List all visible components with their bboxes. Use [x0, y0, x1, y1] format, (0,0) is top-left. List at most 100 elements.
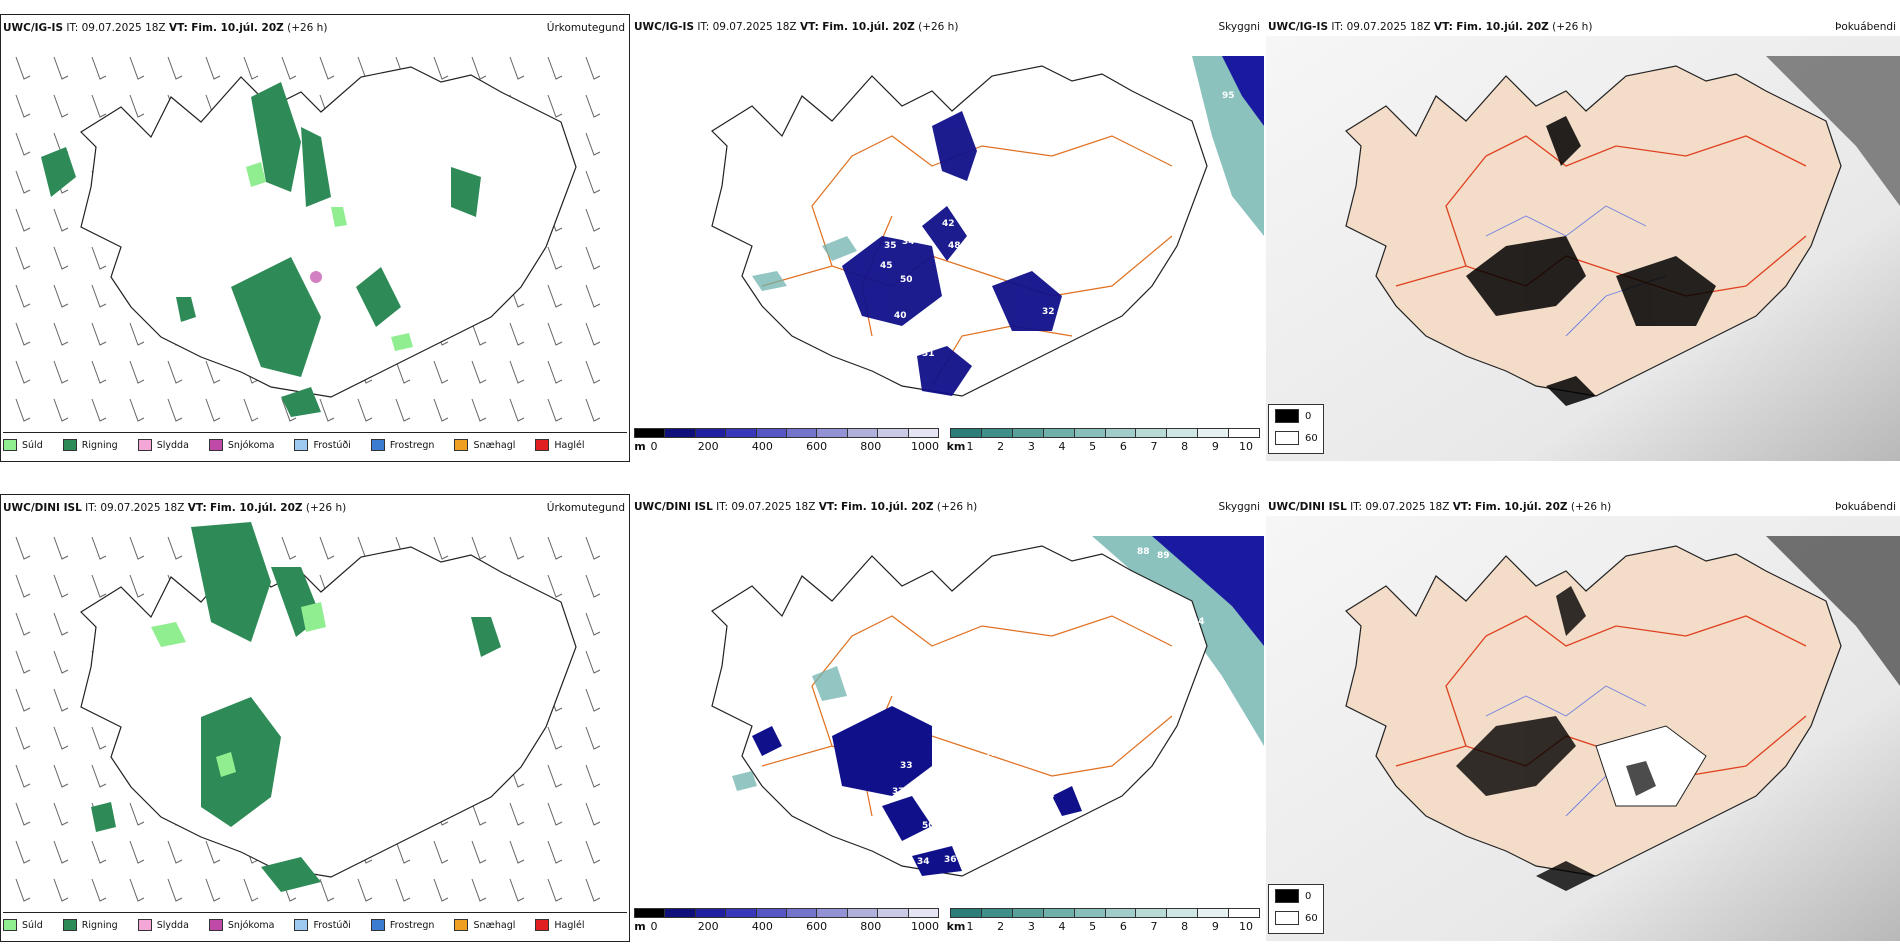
lead-time: (+26 h)	[1552, 21, 1593, 33]
colorbar-tick: 0	[650, 440, 658, 453]
legend-item: Snjókoma	[208, 439, 274, 451]
wind-barb	[547, 246, 563, 270]
panel-header: UWC/IG-IS IT: 09.07.2025 18Z VT: Fim. 10…	[1268, 20, 1896, 34]
colorbar-segment	[1229, 429, 1260, 437]
wind-barb	[509, 398, 525, 422]
it-label: IT:	[716, 501, 729, 513]
wind-barb	[205, 360, 221, 384]
cloud-base-value: 83	[1010, 267, 1023, 277]
colorbar-segment	[1074, 429, 1106, 437]
colorbar-unit: m	[634, 920, 646, 933]
wind-barb	[91, 536, 107, 560]
wind-barb	[547, 360, 563, 384]
colorbar-tick: 0	[650, 920, 658, 933]
wind-barb	[509, 840, 525, 864]
colorbar-segment	[726, 429, 757, 437]
vt-value: Fim. 10.júl. 20Z	[1475, 501, 1568, 513]
it-value: 09.07.2025 18Z	[81, 22, 166, 34]
fog-key-row: 60	[1269, 907, 1323, 929]
legend-label: Súld	[22, 439, 43, 451]
cloud-base-value: 72	[1017, 249, 1030, 259]
cloud-base-value: 36	[944, 855, 957, 865]
colorbar-tick: 3	[1027, 920, 1035, 933]
wind-barb	[15, 398, 31, 422]
colorbar-segment	[756, 429, 788, 437]
wind-barb	[129, 322, 145, 346]
fog-key-label: 60	[1305, 912, 1318, 924]
cloud-base-value: 95	[1222, 91, 1235, 101]
colorbar-segment	[695, 909, 727, 917]
colorbar-segment	[878, 429, 909, 437]
wind-barb	[547, 574, 563, 598]
wind-barb	[471, 360, 487, 384]
wind-barb	[547, 802, 563, 826]
wind-barb	[585, 170, 601, 194]
visibility-colorbar: km 1 2 3 4 5 6 7 8 9 10	[947, 428, 1260, 458]
wind-barb	[547, 284, 563, 308]
cloud-base-value: 33	[900, 761, 913, 771]
wind-barb	[471, 878, 487, 902]
wind-barb	[167, 878, 183, 902]
colorbar-segment	[635, 429, 666, 437]
wind-barb	[585, 536, 601, 560]
wind-barb	[53, 726, 69, 750]
wind-barb	[585, 132, 601, 156]
fog-key-swatch	[1275, 409, 1299, 423]
fog-key-swatch	[1275, 889, 1299, 903]
cloud-base-value: 37	[892, 787, 905, 797]
cloud-base-value: 50	[900, 275, 913, 285]
legend-item: Haglél	[535, 439, 585, 451]
wind-barb	[395, 878, 411, 902]
cloud-base-colorbar: m 0 200 400 600 800 1000	[634, 908, 939, 938]
colorbar-tick: 1	[966, 920, 974, 933]
colorbar-tick: 4	[1058, 440, 1066, 453]
wind-barb	[395, 360, 411, 384]
panel-header: UWC/DINI ISL IT: 09.07.2025 18Z VT: Fim.…	[1268, 500, 1896, 514]
colorbar-tick: 800	[860, 920, 882, 933]
wind-barb	[205, 398, 221, 422]
colorbar-segment	[726, 909, 757, 917]
wind-barb	[547, 398, 563, 422]
colorbar-segment	[1229, 909, 1260, 917]
wind-barb	[53, 764, 69, 788]
wind-barb	[53, 840, 69, 864]
wind-barb	[53, 688, 69, 712]
wind-barb	[53, 536, 69, 560]
legend-item: Snjókoma	[208, 919, 274, 931]
legend-item: Súld	[3, 439, 43, 451]
wind-barb	[15, 284, 31, 308]
cloud-base-value: 31	[922, 349, 935, 359]
wind-barb	[585, 208, 601, 232]
wind-barb	[53, 284, 69, 308]
legend-label: Haglél	[554, 439, 585, 451]
wind-barb	[15, 208, 31, 232]
colorbar-unit: km	[946, 920, 966, 933]
wind-barb	[357, 398, 373, 422]
cloud-base-value: 82	[1042, 257, 1055, 267]
wind-barb	[243, 56, 259, 80]
wind-barb	[91, 764, 107, 788]
legend-swatch	[370, 919, 385, 931]
wind-barb	[15, 650, 31, 674]
wind-barb	[15, 840, 31, 864]
legend-label: Snæhagl	[473, 439, 516, 451]
wind-barb	[585, 246, 601, 270]
fog-key: 0 60	[1268, 404, 1324, 454]
lead-time: (+26 h)	[936, 501, 978, 513]
colorbar-tick: 2	[997, 440, 1005, 453]
lead-time: (+26 h)	[918, 21, 959, 33]
wind-barb	[15, 56, 31, 80]
cloud-base-value: 88	[1137, 547, 1150, 557]
cloud-base-value: 42	[982, 259, 995, 269]
wind-barb	[129, 574, 145, 598]
legend-swatch	[454, 439, 469, 451]
colorbar-tick: 200	[697, 920, 719, 933]
colorbar-tick: 2	[997, 920, 1005, 933]
legend-swatch	[294, 439, 309, 451]
wind-barb	[15, 802, 31, 826]
legend-item: Frostregn	[370, 439, 434, 451]
wind-barb	[509, 802, 525, 826]
cloud-base-value: 84	[1192, 617, 1205, 627]
cloud-base-value: 77	[987, 189, 1000, 199]
wind-barb	[91, 360, 107, 384]
